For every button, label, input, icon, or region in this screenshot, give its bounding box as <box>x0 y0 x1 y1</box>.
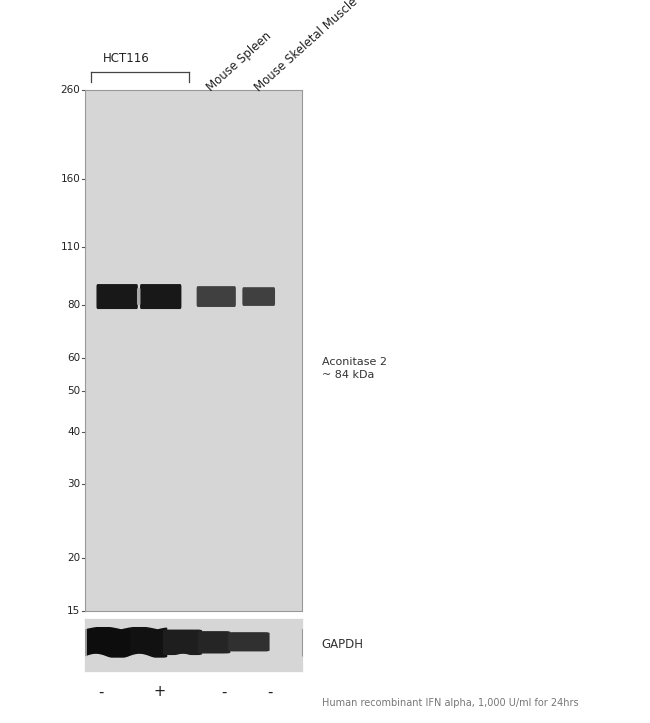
Text: Human recombinant IFN alpha, 1,000 U/ml for 24hrs: Human recombinant IFN alpha, 1,000 U/ml … <box>322 698 578 708</box>
Text: 50: 50 <box>67 386 80 396</box>
Text: +: + <box>153 685 165 699</box>
FancyBboxPatch shape <box>137 288 140 305</box>
Text: GAPDH: GAPDH <box>322 638 364 651</box>
Text: 260: 260 <box>60 85 80 95</box>
FancyBboxPatch shape <box>86 627 136 658</box>
Text: 15: 15 <box>67 606 80 616</box>
Text: 30: 30 <box>67 479 80 489</box>
Text: HCT116: HCT116 <box>103 52 150 65</box>
FancyBboxPatch shape <box>163 630 202 655</box>
FancyBboxPatch shape <box>228 632 270 651</box>
Text: 40: 40 <box>67 427 80 437</box>
Text: -: - <box>267 685 272 699</box>
Text: 80: 80 <box>67 301 80 310</box>
FancyBboxPatch shape <box>96 284 138 309</box>
Text: 160: 160 <box>60 174 80 184</box>
FancyBboxPatch shape <box>197 286 236 307</box>
Text: 110: 110 <box>60 242 80 252</box>
FancyBboxPatch shape <box>242 287 275 306</box>
Text: -: - <box>222 685 227 699</box>
Text: 20: 20 <box>67 553 80 563</box>
FancyBboxPatch shape <box>140 284 181 309</box>
Text: -: - <box>98 685 103 699</box>
FancyBboxPatch shape <box>130 627 167 658</box>
Text: 60: 60 <box>67 353 80 363</box>
Text: Aconitase 2
~ 84 kDa: Aconitase 2 ~ 84 kDa <box>322 357 387 380</box>
FancyBboxPatch shape <box>198 631 230 654</box>
Text: Mouse Skeletal Muscle: Mouse Skeletal Muscle <box>252 0 360 94</box>
Text: Mouse Spleen: Mouse Spleen <box>205 30 274 94</box>
